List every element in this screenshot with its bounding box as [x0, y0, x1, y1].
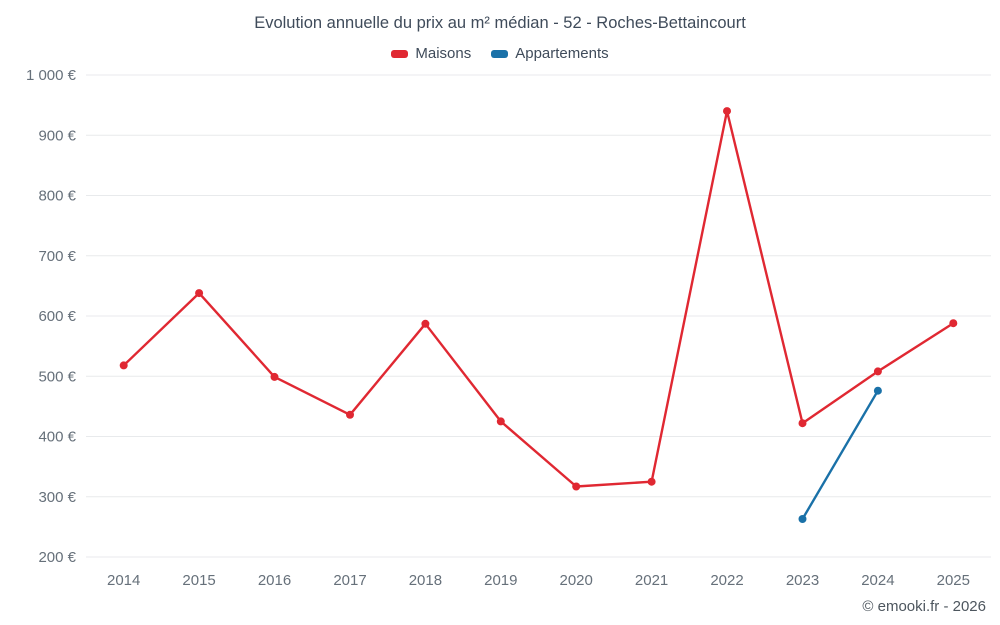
data-point-maisons[interactable] — [195, 289, 204, 298]
data-point-maisons[interactable] — [572, 482, 581, 491]
legend-item-appartements[interactable]: Appartements — [491, 45, 609, 62]
y-axis-label: 500 € — [38, 368, 76, 385]
series-line-maisons — [122, 109, 955, 488]
data-point-maisons[interactable] — [119, 361, 128, 370]
x-axis-label: 2024 — [861, 572, 894, 589]
x-axis-label: 2021 — [635, 572, 668, 589]
y-axis-label: 600 € — [38, 308, 76, 325]
legend-label-appartements: Appartements — [515, 45, 609, 62]
data-point-maisons[interactable] — [647, 477, 656, 486]
legend-item-maisons[interactable]: Maisons — [391, 45, 471, 62]
appartements-series-swatch-icon — [491, 49, 509, 58]
x-axis-label: 2022 — [710, 572, 743, 589]
data-point-maisons[interactable] — [873, 367, 882, 376]
data-point-maisons[interactable] — [723, 107, 731, 116]
x-axis-label: 2016 — [258, 572, 291, 589]
data-point-maisons[interactable] — [949, 319, 958, 328]
y-axis-label: 1 000 € — [26, 67, 77, 84]
maisons-series-swatch-icon — [391, 49, 409, 58]
y-axis-label: 700 € — [38, 248, 76, 265]
x-axis-label: 2014 — [107, 572, 140, 589]
y-axis-label: 800 € — [38, 188, 76, 205]
y-axis-label: 300 € — [38, 489, 76, 506]
series-line-appartements — [801, 389, 880, 521]
x-axis-label: 2023 — [786, 572, 819, 589]
y-axis-label: 200 € — [38, 549, 76, 566]
x-axis-label: 2015 — [182, 572, 215, 589]
x-axis-label: 2017 — [333, 572, 366, 589]
data-point-maisons[interactable] — [421, 319, 430, 328]
data-point-maisons[interactable] — [798, 419, 807, 428]
data-point-appartements[interactable] — [873, 386, 882, 395]
legend-label-maisons: Maisons — [415, 45, 472, 62]
data-point-maisons[interactable] — [496, 417, 505, 426]
x-axis-label: 2019 — [484, 572, 517, 589]
x-axis-label: 2025 — [937, 572, 970, 589]
x-axis-label: 2018 — [409, 572, 442, 589]
chart-legend: Maisons Appartements — [0, 45, 1000, 62]
data-point-appartements[interactable] — [798, 515, 807, 523]
data-point-maisons[interactable] — [346, 410, 354, 419]
data-point-maisons[interactable] — [270, 372, 279, 381]
x-axis-label: 2020 — [560, 572, 593, 589]
chart-title: Evolution annuelle du prix au m² médian … — [254, 14, 746, 32]
y-axis-label: 900 € — [38, 127, 76, 144]
footer-credit: © emooki.fr - 2026 — [862, 598, 986, 615]
y-axis-label: 400 € — [38, 429, 76, 446]
